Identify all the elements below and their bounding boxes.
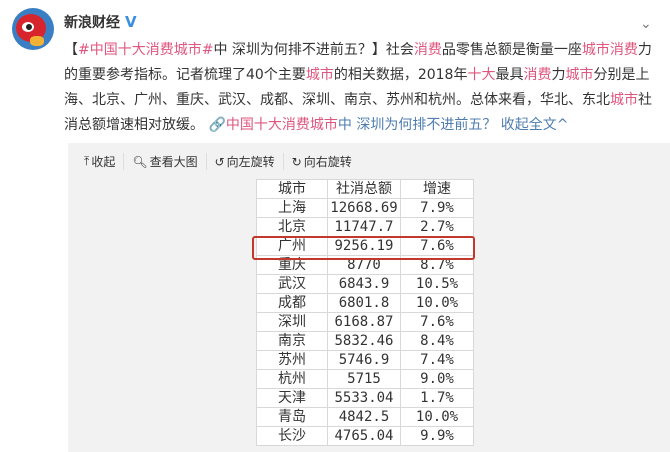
hashtag-keyword[interactable]: 消费 (523, 67, 552, 83)
table-header: 城市 社消总额 增速 (256, 179, 474, 199)
rotate-left-button[interactable]: ↺ 向左旋转 (207, 153, 284, 170)
cell-city: 南京 (256, 331, 328, 351)
table-row: 南京 5832.46 8.4% (256, 331, 474, 351)
header-total: 社消总额 (327, 179, 401, 199)
hashtag-keyword[interactable]: #中国十大消费城市# (78, 42, 214, 58)
cell-growth: 10.0% (400, 293, 474, 313)
post-text: 品零售总额是衡量一座 (441, 42, 582, 58)
hashtag-keyword[interactable]: 十大 (467, 67, 496, 83)
cell-city: 成都 (256, 293, 328, 313)
cell-total: 11747.7 (327, 217, 401, 237)
rotate-right-label: 向右旋转 (303, 155, 352, 169)
view-large-label: 查看大图 (149, 155, 198, 169)
rotate-left-icon: ↺ (214, 154, 225, 169)
post-text: 力 (551, 67, 566, 83)
hashtag-keyword[interactable]: 城市 (610, 92, 638, 108)
cell-total: 4765.04 (327, 426, 401, 446)
rotate-right-icon: ↻ (291, 154, 302, 169)
cell-growth: 9.0% (400, 369, 474, 389)
cell-total: 5715 (327, 369, 401, 389)
cell-city: 深圳 (256, 312, 328, 332)
header-growth: 增速 (400, 179, 474, 199)
cell-city: 重庆 (256, 255, 328, 275)
hashtag-keyword[interactable]: 城市消费 (581, 42, 638, 58)
hashtag-keyword[interactable]: 消费 (413, 42, 442, 58)
link-article[interactable]: 中 深圳为何排不进前五？ (337, 117, 497, 133)
highlight-box (252, 236, 475, 260)
cell-city: 杭州 (256, 369, 328, 389)
table-row: 青岛 4842.5 10.0% (256, 407, 474, 427)
cell-growth: 2.7% (400, 217, 474, 237)
user-name-text[interactable]: 新浪财经 (64, 15, 120, 31)
cell-city: 天津 (256, 388, 328, 408)
table-row: 长沙 4765.04 9.9% (256, 426, 474, 446)
view-large-button[interactable]: 🔍︎ 查看大图 (124, 153, 207, 170)
cell-total: 5832.46 (327, 331, 401, 351)
collapse-link[interactable]: 收起全文^ (500, 117, 569, 133)
post-text: 的相关数据，2018年 (333, 67, 468, 83)
arrow-up-icon: ⤒ (84, 154, 90, 168)
rotate-left-label: 向左旋转 (226, 155, 275, 169)
beak-icon (30, 36, 44, 46)
cell-growth: 10.5% (400, 274, 474, 294)
cell-growth: 8.4% (400, 331, 474, 351)
cell-city: 长沙 (256, 426, 328, 446)
table-row: 武汉 6843.9 10.5% (256, 274, 474, 294)
search-icon: 🔍︎ (132, 154, 148, 169)
link-hashtag[interactable]: 🔗中国十大消费城市 (208, 117, 338, 133)
cell-growth: 8.7% (400, 255, 474, 275)
post-content: 【#中国十大消费城市#中 深圳为何排不进前五？】社会消费品零售总额是衡量一座城市… (64, 38, 664, 138)
hashtag-keyword[interactable]: 城市 (565, 67, 594, 83)
cell-growth: 7.4% (400, 350, 474, 370)
verified-icon: V (125, 13, 137, 31)
collapse-text[interactable]: 收起全文 (500, 117, 557, 133)
post-text: 中 深圳为何排不进前五？】社会 (213, 42, 414, 58)
table-row: 成都 6801.8 10.0% (256, 293, 474, 313)
header-city: 城市 (256, 179, 328, 199)
user-name[interactable]: 新浪财经 V (64, 12, 137, 32)
table-row: 苏州 5746.9 7.4% (256, 350, 474, 370)
post-text: 力的重要参考指标。记者梳理了40个主要 (64, 42, 652, 83)
cell-city: 青岛 (256, 407, 328, 427)
post-text: 最具 (495, 67, 524, 83)
post-text: 社消总额增速相对放缓。 (64, 92, 652, 133)
cell-city: 北京 (256, 217, 328, 237)
rotate-right-button[interactable]: ↻ 向右旋转 (284, 153, 360, 170)
collapse-label: 收起 (91, 155, 116, 169)
post-text: 分别是上海、北京、广州、重庆、武汉、成都、深圳、南京、苏州和杭州。总体来看，华北… (64, 67, 650, 108)
cell-growth: 9.9% (400, 426, 474, 446)
table-row: 北京 11747.7 2.7% (256, 217, 474, 237)
table-row: 重庆 8770 8.7% (256, 255, 474, 275)
chevron-down-icon[interactable]: ⌄ (640, 16, 652, 32)
hashtag-keyword[interactable]: 城市 (305, 67, 334, 83)
cell-total: 6801.8 (327, 293, 401, 313)
table-row: 上海 12668.69 7.9% (256, 198, 474, 218)
image-panel: ⤒ 收起 🔍︎ 查看大图 ↺ 向左旋转 ↻ 向右旋转 城市 社消总额 增速 上海 1266… (68, 143, 670, 452)
cell-city: 武汉 (256, 274, 328, 294)
cell-total: 12668.69 (327, 198, 401, 218)
cell-city: 苏州 (256, 350, 328, 370)
cell-total: 5533.04 (327, 388, 401, 408)
table-row: 天津 5533.04 1.7% (256, 388, 474, 408)
data-table: 城市 社消总额 增速 上海 12668.69 7.9% 北京 11747.7 2.7% 广州… (256, 179, 474, 446)
cell-total: 6843.9 (327, 274, 401, 294)
pupil-icon (26, 24, 32, 30)
cell-city: 上海 (256, 198, 328, 218)
cell-total: 5746.9 (327, 350, 401, 370)
cell-growth: 7.6% (400, 312, 474, 332)
post-text: 【 (64, 42, 78, 58)
cell-total: 4842.5 (327, 407, 401, 427)
cell-total: 6168.87 (327, 312, 401, 332)
table-row: 杭州 5715 9.0% (256, 369, 474, 389)
table-row: 深圳 6168.87 7.6% (256, 312, 474, 332)
cell-growth: 10.0% (400, 407, 474, 427)
avatar[interactable] (12, 8, 54, 50)
cell-growth: 1.7% (400, 388, 474, 408)
cell-growth: 7.9% (400, 198, 474, 218)
image-toolbar: ⤒ 收起 🔍︎ 查看大图 ↺ 向左旋转 ↻ 向右旋转 (84, 153, 360, 170)
collapse-button[interactable]: ⤒ 收起 (84, 153, 125, 170)
link-hashtag-text[interactable]: 中国十大消费城市 (225, 117, 338, 133)
